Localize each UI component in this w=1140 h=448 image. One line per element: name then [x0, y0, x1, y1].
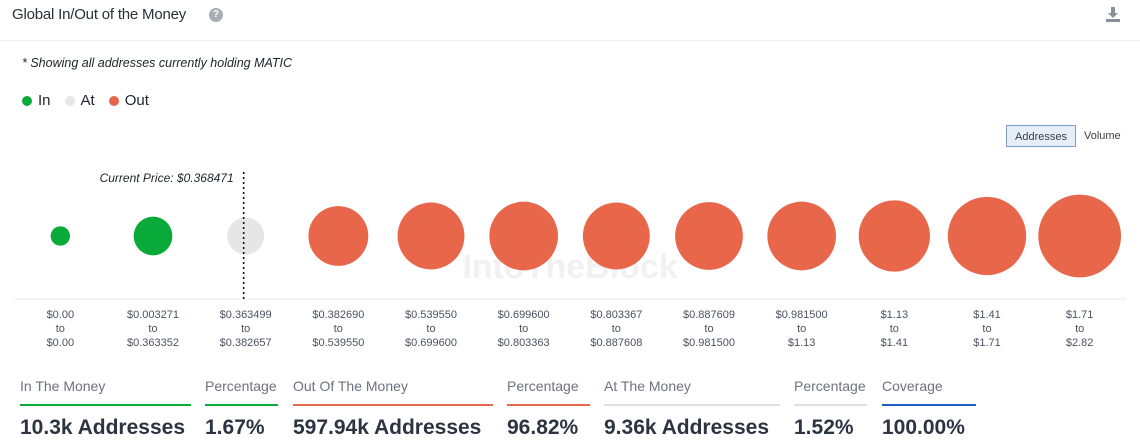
- stat-label: Percentage: [794, 378, 866, 394]
- stat-percentage: Percentage 96.82%: [507, 378, 590, 440]
- question-icon[interactable]: ?: [209, 8, 223, 22]
- tick-label-from: $0.887609: [683, 309, 735, 321]
- bubble-out: [767, 201, 836, 271]
- stat-value: 96.82%: [507, 416, 579, 439]
- tick-label-from: $1.13: [881, 309, 909, 321]
- stat-coverage: Coverage 100.00%: [882, 378, 976, 440]
- stats-row: In The Money 10.3k Addresses Percentage 1.6…: [0, 378, 1140, 448]
- bubble-chart: IntoTheBlock$0.00to$0.00$0.003271to$0.36…: [14, 171, 1126, 349]
- tick-label-to: $1.41: [881, 337, 909, 349]
- tick-label-to: $1.13: [788, 337, 816, 349]
- stat-in-the-money: In The Money 10.3k Addresses: [20, 378, 191, 440]
- tick-label-connector: to: [1075, 323, 1084, 335]
- stat-underline: [205, 404, 278, 406]
- bubble-out: [308, 206, 369, 266]
- tick-label-from: $0.003271: [127, 309, 179, 321]
- bubble-out: [489, 201, 558, 271]
- stat-percentage: Percentage 1.67%: [205, 378, 278, 440]
- stat-underline: [882, 404, 976, 406]
- stat-value: 10.3k Addresses: [20, 416, 185, 439]
- stat-value: 1.67%: [205, 416, 265, 439]
- tick-label-connector: to: [148, 323, 157, 335]
- bubble-at: [227, 217, 265, 255]
- tick-label-to: $0.981500: [683, 337, 735, 349]
- stat-underline: [507, 404, 590, 406]
- bubble-in: [133, 216, 173, 256]
- tick-label-to: $2.82: [1066, 337, 1094, 349]
- tick-label-to: $0.363352: [127, 337, 179, 349]
- tick-label-from: $1.71: [1066, 309, 1094, 321]
- tick-label-from: $0.699600: [498, 309, 550, 321]
- tick-label-to: $1.71: [973, 337, 1001, 349]
- legend-label-at: At: [80, 92, 95, 109]
- tick-label-from: $0.382690: [312, 309, 364, 321]
- tick-label-connector: to: [704, 323, 713, 335]
- tick-label-to: $0.539550: [312, 337, 364, 349]
- bubble-out: [675, 202, 743, 270]
- stat-label: Out Of The Money: [293, 378, 408, 394]
- tick-label-to: $0.803363: [498, 337, 550, 349]
- widget-title: Global In/Out of the Money: [12, 6, 187, 23]
- bubble-out: [1038, 194, 1122, 278]
- tick-label-connector: to: [334, 323, 343, 335]
- stat-underline: [794, 404, 867, 406]
- legend-item-at[interactable]: At: [64, 92, 95, 109]
- stat-value: 597.94k Addresses: [293, 416, 482, 439]
- stat-out-of-the-money: Out Of The Money 597.94k Addresses: [293, 378, 493, 440]
- current-price-label: Current Price: $0.368471: [100, 171, 234, 185]
- tick-label-connector: to: [612, 323, 621, 335]
- tick-label-to: $0.00: [47, 337, 75, 349]
- tick-label-from: $0.981500: [776, 309, 828, 321]
- bubble-out: [947, 196, 1027, 276]
- holding-note: * Showing all addresses currently holdin…: [22, 56, 293, 70]
- addresses-toggle-button[interactable]: Addresses: [1006, 125, 1076, 147]
- tick-label-connector: to: [426, 323, 435, 335]
- tick-label-from: $0.803367: [590, 309, 642, 321]
- stat-underline: [20, 404, 191, 406]
- tick-label-from: $0.363499: [220, 309, 272, 321]
- tick-label-from: $1.41: [973, 309, 1001, 321]
- legend-label-in: In: [38, 92, 51, 109]
- tick-label-connector: to: [519, 323, 528, 335]
- volume-toggle-button[interactable]: Volume: [1083, 130, 1121, 142]
- stat-value: 9.36k Addresses: [604, 416, 769, 439]
- bubble-out: [397, 202, 465, 270]
- tick-label-from: $0.539550: [405, 309, 457, 321]
- stat-label: Coverage: [882, 378, 943, 394]
- stat-label: Percentage: [205, 378, 277, 394]
- legend-label-out: Out: [124, 92, 149, 109]
- tick-label-from: $0.00: [47, 309, 75, 321]
- tick-label-connector: to: [241, 323, 250, 335]
- tick-label-connector: to: [890, 323, 899, 335]
- legend-item-out[interactable]: Out: [108, 92, 149, 109]
- stat-underline: [604, 404, 780, 406]
- tick-label-connector: to: [797, 323, 806, 335]
- metric-toggle: Addresses Volume: [1006, 125, 1129, 147]
- bubble-in: [50, 226, 71, 246]
- stat-value: 1.52%: [794, 416, 854, 439]
- stat-label: At The Money: [604, 378, 691, 394]
- tick-label-to: $0.382657: [220, 337, 272, 349]
- widget-header: Global In/Out of the Money ?: [0, 0, 1140, 41]
- stat-value: 100.00%: [882, 416, 965, 439]
- stat-label: In The Money: [20, 378, 106, 394]
- chart-legend: In At Out: [22, 92, 149, 109]
- download-icon[interactable]: [1104, 5, 1122, 23]
- stat-at-the-money: At The Money 9.36k Addresses: [604, 378, 780, 440]
- bubble-out: [858, 200, 930, 272]
- stat-label: Percentage: [507, 378, 579, 394]
- legend-dot-in: [22, 95, 32, 106]
- tick-label-connector: to: [56, 323, 65, 335]
- bubble-out: [582, 202, 650, 270]
- tick-label-to: $0.699600: [405, 337, 457, 349]
- legend-item-in[interactable]: In: [22, 92, 51, 109]
- tick-label-to: $0.887608: [590, 337, 642, 349]
- legend-dot-out: [108, 95, 119, 106]
- tick-label-connector: to: [982, 323, 991, 335]
- stat-percentage: Percentage 1.52%: [794, 378, 867, 440]
- legend-dot-at: [64, 95, 75, 106]
- stat-underline: [293, 404, 493, 406]
